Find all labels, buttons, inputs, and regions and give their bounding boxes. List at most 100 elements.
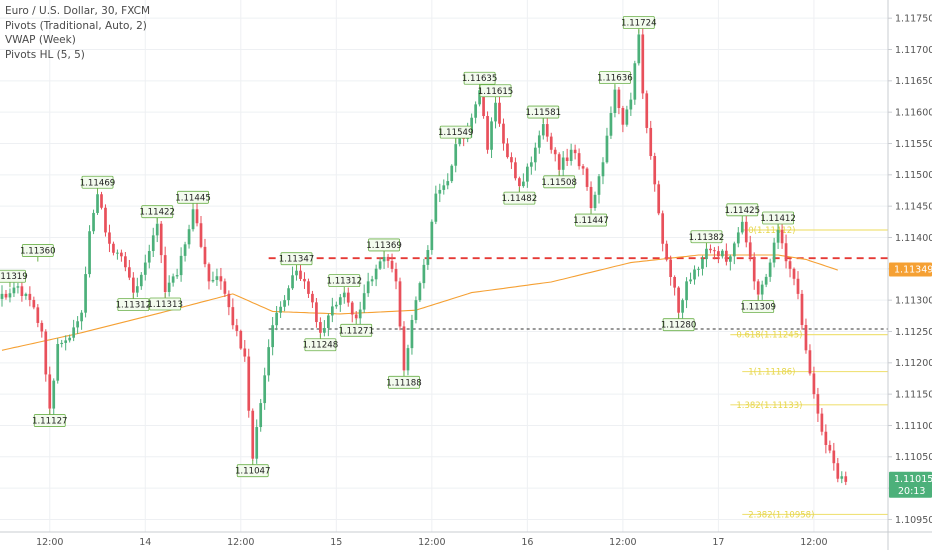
candle-down	[402, 326, 406, 371]
pivot-label: 1.11549	[438, 125, 474, 144]
candle-up	[64, 340, 68, 343]
pivot-label-box	[21, 244, 54, 257]
candle-down	[665, 243, 669, 260]
plot-background	[0, 0, 888, 532]
price-axis-label: 1.11650	[895, 76, 932, 87]
candle-up	[529, 162, 533, 167]
candle-up	[8, 293, 12, 298]
candle-up	[80, 312, 83, 322]
pivot-label-text: 1.11581	[526, 108, 562, 118]
pivot-label: 1.11615	[478, 84, 513, 102]
candle-down	[713, 250, 716, 252]
candle-down	[303, 278, 306, 282]
pivot-label: 1.11447	[573, 209, 609, 227]
candle-up	[422, 264, 426, 284]
candle-down	[545, 124, 549, 137]
legend-item-vwap[interactable]: VWAP (Week)	[5, 34, 76, 46]
candle-down	[299, 270, 302, 279]
candle-up	[446, 181, 450, 186]
candle-down	[621, 108, 625, 125]
candle-up	[625, 109, 629, 125]
pivot-label-box	[690, 230, 723, 244]
pivot-label: 1.11347	[279, 252, 314, 270]
pivot-label: 1.11360	[20, 244, 56, 262]
pivot-label-box	[141, 205, 174, 219]
candle-down	[40, 322, 44, 332]
legend-symbol-title[interactable]: Euro / U.S. Dollar, 30, FXCM	[5, 5, 151, 17]
pivot-label-box	[762, 211, 794, 225]
fib-label: 2.382(1.10958)	[748, 510, 814, 520]
candle-up	[414, 300, 418, 320]
pivot-label-box	[742, 300, 775, 313]
candle-up	[370, 279, 374, 282]
candle-up	[374, 268, 378, 280]
time-axis-label: 12:00	[227, 537, 254, 548]
candle-down	[203, 246, 207, 265]
pivot-label-box	[304, 338, 337, 352]
time-axis-label: 15	[330, 537, 342, 548]
price-axis[interactable]: 1.109501.110001.110501.111001.111501.112…	[887, 0, 932, 550]
candle-down	[108, 232, 111, 244]
price-axis-label: 1.11450	[895, 201, 932, 212]
candle-down	[4, 293, 8, 298]
pivot-label-text: 1.11445	[175, 193, 211, 203]
price-axis-label: 1.11700	[895, 45, 932, 56]
candle-down	[677, 287, 680, 313]
time-axis[interactable]: 12:00 14 12:00 15 12:00 16 12:00 17 12:00	[0, 531, 932, 548]
candle-down	[820, 413, 824, 432]
candle-down	[390, 260, 394, 269]
candle-up	[681, 300, 684, 313]
pivot-label-text: 1.11188	[386, 378, 422, 388]
pivot-label-text: 1.11549	[438, 128, 474, 138]
candle-down	[163, 255, 167, 293]
candle-down	[112, 243, 115, 253]
candle-down	[32, 299, 36, 308]
pivot-label-text: 1.11319	[0, 272, 28, 282]
candle-up	[450, 165, 454, 182]
pivot-label-box	[543, 175, 576, 189]
pivot-label-box	[439, 125, 472, 139]
candle-up	[56, 344, 60, 381]
candle-up	[705, 248, 708, 259]
candle-up	[494, 102, 497, 122]
candle-up	[271, 325, 274, 348]
candle-down	[669, 259, 672, 278]
candle-up	[283, 300, 286, 307]
candle-down	[796, 278, 800, 294]
legend-item-pivots[interactable]: Pivots (Traditional, Auto, 2)	[5, 19, 147, 32]
pivot-label-text: 1.11127	[32, 417, 68, 427]
candle-up	[430, 221, 434, 251]
candle-down	[717, 251, 720, 257]
candle-down	[159, 223, 163, 256]
candle-up	[537, 135, 541, 148]
candle-down	[486, 116, 489, 150]
candle-up	[279, 306, 282, 313]
candle-down	[394, 268, 398, 282]
candle-down	[100, 194, 103, 208]
pivot-label-text: 1.11482	[502, 194, 538, 204]
pivot-label: 1.11313	[147, 293, 183, 311]
pivot-label-text: 1.11382	[689, 233, 725, 243]
legend-item-pivots-hl[interactable]: Pivots HL (5, 5)	[5, 48, 85, 61]
candle-up	[291, 275, 294, 289]
candle-down	[104, 207, 107, 233]
candle-down	[792, 268, 796, 279]
candle-up	[151, 235, 155, 252]
candle-down	[804, 324, 808, 351]
candle-down	[573, 149, 577, 154]
candle-up	[533, 147, 537, 163]
pivot-label-box	[726, 203, 759, 217]
candle-up	[426, 250, 430, 265]
pivot-label: 1.11635	[462, 71, 497, 90]
candle-up	[116, 252, 119, 254]
pivot-label-box	[236, 464, 269, 478]
candle-down	[808, 350, 812, 374]
candle-down	[231, 307, 235, 326]
candle-up	[728, 256, 732, 262]
pivot-label: 1.11188	[386, 371, 422, 389]
candle-up	[143, 262, 147, 275]
candle-down	[128, 267, 131, 278]
